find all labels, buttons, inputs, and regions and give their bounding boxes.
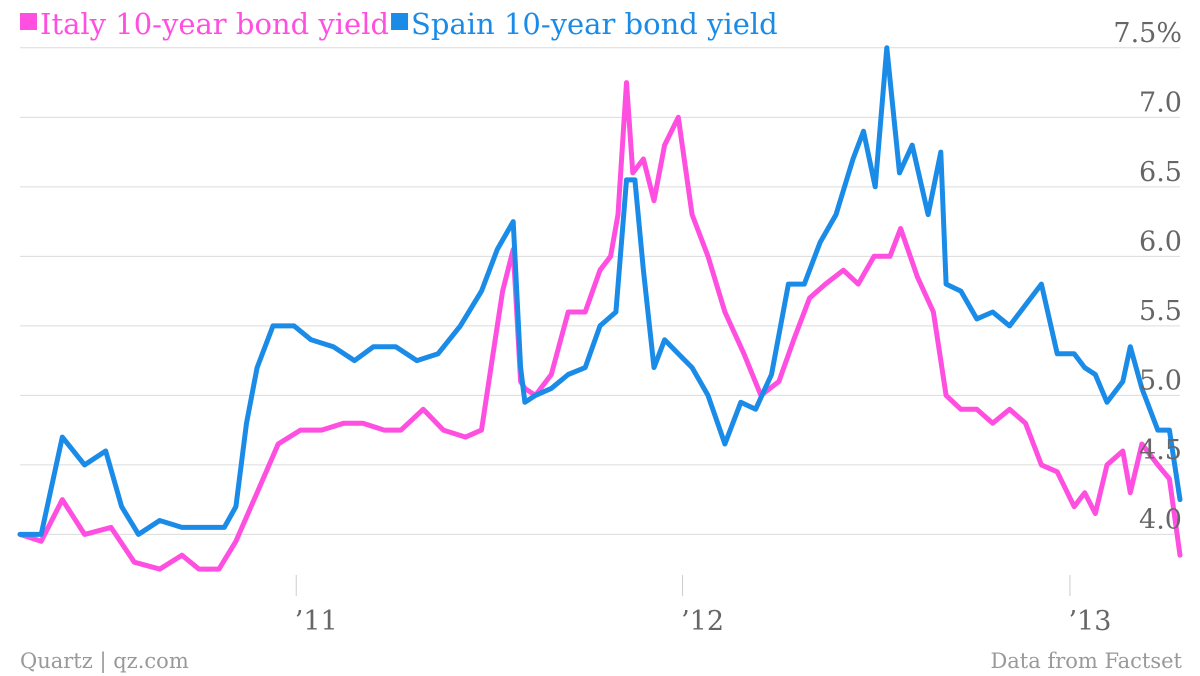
gridlines — [20, 47, 1180, 535]
y-tick-label: 7.5% — [1113, 18, 1182, 49]
x-axis-ticks: ’11 ’12 ’13 — [295, 575, 1111, 637]
x-tick-label: ’13 — [1068, 606, 1111, 637]
y-tick-label: 7.0 — [1139, 87, 1182, 118]
series-lines — [17, 45, 1183, 572]
footer-source-right: Data from Factset — [990, 649, 1182, 673]
legend-swatch — [20, 13, 37, 30]
x-tick-label: ’11 — [295, 606, 338, 637]
y-tick-label: 5.0 — [1139, 365, 1182, 396]
legend-label-italy: Italy 10-year bond yield — [40, 7, 389, 41]
footer-source-left: Quartz | qz.com — [20, 649, 189, 674]
legend-swatch — [391, 13, 409, 30]
y-tick-label: 6.5 — [1139, 157, 1182, 188]
y-tick-label: 6.0 — [1139, 226, 1182, 257]
y-tick-label: 4.5 — [1139, 435, 1182, 466]
y-axis-ticks: 4.0 4.5 5.0 5.5 6.0 6.5 7.0 7.5% — [1113, 18, 1182, 536]
legend: Italy 10-year bond yield Spain 10-year bo… — [20, 7, 778, 41]
series-line-spain — [17, 45, 1183, 537]
legend-label-spain: Spain 10-year bond yield — [411, 7, 778, 41]
series-line-italy — [17, 80, 1183, 572]
y-tick-label: 5.5 — [1139, 296, 1182, 327]
x-tick-label: ’12 — [681, 606, 724, 637]
y-tick-label: 4.0 — [1139, 504, 1182, 535]
